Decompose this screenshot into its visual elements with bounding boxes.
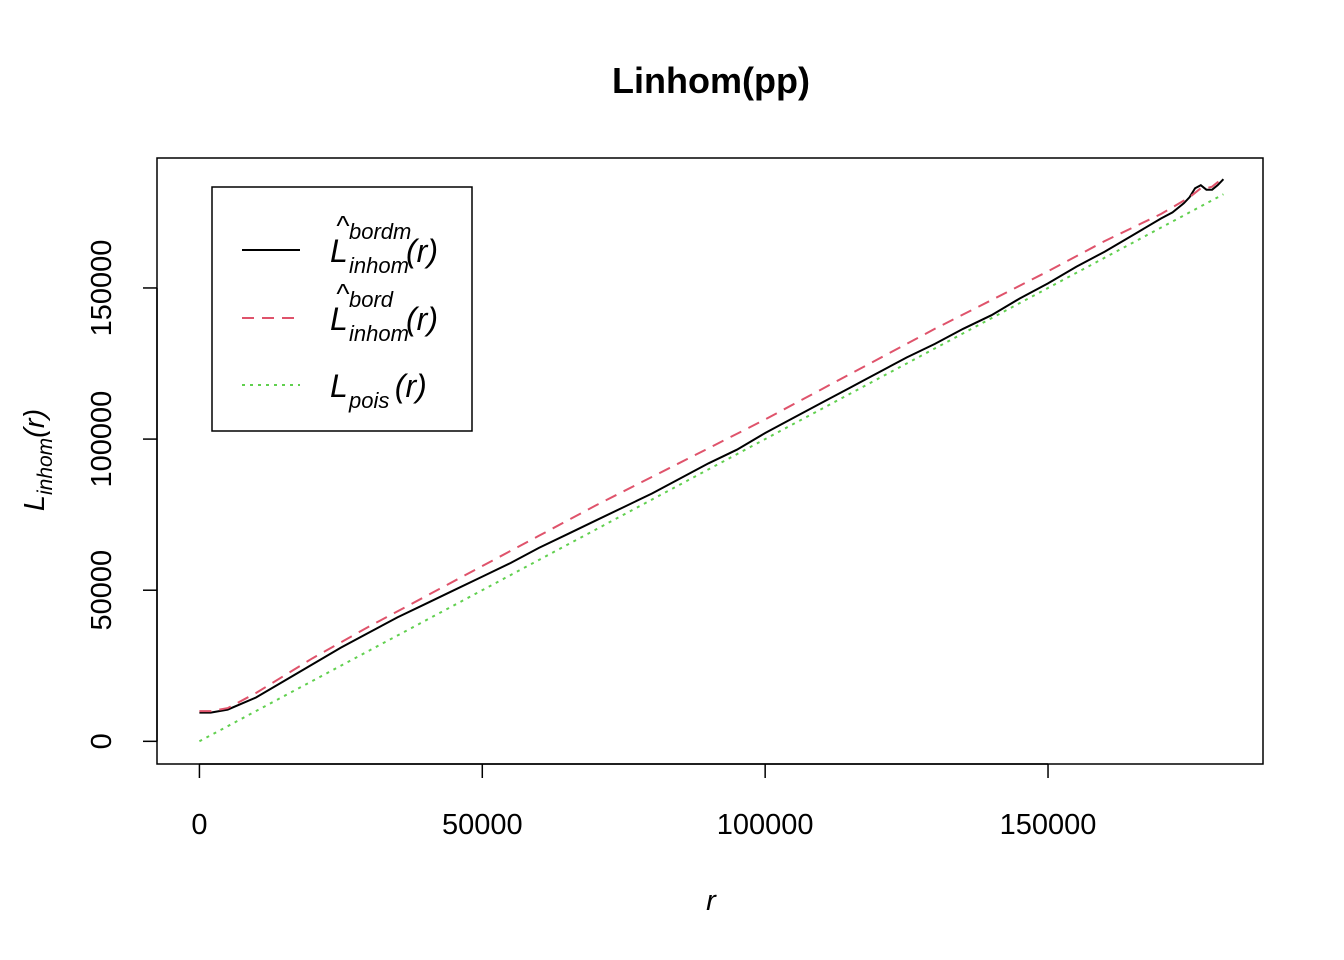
legend-box xyxy=(211,186,473,432)
svg-text:(r): (r) xyxy=(395,368,427,404)
svg-text:L: L xyxy=(330,233,348,269)
x-tick-label: 150000 xyxy=(1000,809,1097,841)
series-line-2 xyxy=(198,193,1224,743)
svg-text:bordm: bordm xyxy=(349,219,411,244)
x-axis-label: r xyxy=(706,885,717,917)
y-axis-label: Linhom(r) xyxy=(19,409,57,511)
y-tick-label: 0 xyxy=(86,733,118,749)
series-line-0 xyxy=(199,178,1225,714)
x-axis: 0 50000 100000 150000 xyxy=(191,763,1097,841)
svg-text:bord: bord xyxy=(349,287,394,312)
y-tick-label: 150000 xyxy=(86,240,118,337)
svg-text:(r): (r) xyxy=(406,233,438,269)
svg-text:pois: pois xyxy=(348,388,389,413)
y-axis: 0 50000 100000 150000 xyxy=(86,240,158,749)
series-layer xyxy=(198,176,1225,743)
series-line-1 xyxy=(199,176,1225,713)
y-axis-label-main: L xyxy=(19,495,51,511)
svg-text:^: ^ xyxy=(336,278,349,309)
y-axis-label-sub: inhom xyxy=(34,438,57,495)
legend-label-0: L^ bordm inhom(r) xyxy=(330,210,438,278)
y-tick-label: 100000 xyxy=(86,391,118,488)
x-tick-label: 0 xyxy=(191,809,207,841)
svg-text:L: L xyxy=(330,368,348,404)
svg-text:inhom: inhom xyxy=(349,321,409,346)
svg-text:inhom: inhom xyxy=(349,253,409,278)
y-tick-label: 50000 xyxy=(86,550,118,631)
svg-text:^: ^ xyxy=(336,210,349,241)
x-tick-label: 50000 xyxy=(442,809,523,841)
svg-text:L: L xyxy=(330,301,348,337)
chart-title: Linhom(pp) xyxy=(612,60,810,101)
legend-label-1: L^ bord inhom(r) xyxy=(330,278,438,346)
x-tick-label: 100000 xyxy=(717,809,814,841)
y-axis-label-arg: (r) xyxy=(19,409,51,438)
svg-text:(r): (r) xyxy=(406,301,438,337)
